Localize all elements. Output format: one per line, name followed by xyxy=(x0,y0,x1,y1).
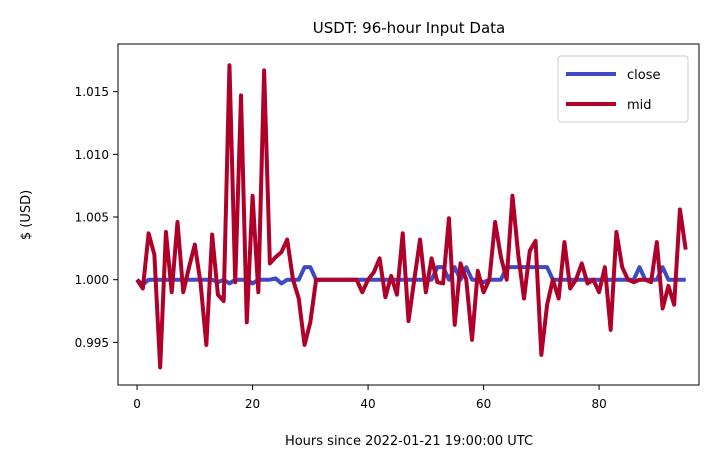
x-tick-label: 40 xyxy=(360,397,375,411)
y-axis-label: $ (USD) xyxy=(19,190,34,240)
legend: close mid xyxy=(557,55,689,123)
plot-frame xyxy=(117,43,700,386)
x-tick-label: 0 xyxy=(133,397,141,411)
x-axis-label: Hours since 2022-01-21 19:00:00 UTC xyxy=(285,434,533,449)
y-tick-label: 1.015 xyxy=(75,85,109,99)
x-tick-label: 20 xyxy=(245,397,260,411)
x-tick-label: 60 xyxy=(476,397,491,411)
y-tick-label: 1.010 xyxy=(75,148,109,162)
legend-box xyxy=(557,55,689,123)
chart-title: USDT: 96-hour Input Data xyxy=(313,19,505,37)
y-axis-ticks: 0.995 1.000 1.005 1.010 1.015 xyxy=(75,85,118,350)
y-tick-label: 1.005 xyxy=(75,211,109,225)
series-line-mid xyxy=(135,63,688,370)
y-tick-label: 0.995 xyxy=(75,336,109,350)
legend-label-close: close xyxy=(627,68,660,83)
y-tick-label: 1.000 xyxy=(75,273,109,287)
x-tick-label: 80 xyxy=(591,397,606,411)
series-layer xyxy=(135,63,688,370)
legend-label-mid: mid xyxy=(627,98,652,113)
x-axis-ticks: 0 20 40 60 80 xyxy=(133,385,607,411)
